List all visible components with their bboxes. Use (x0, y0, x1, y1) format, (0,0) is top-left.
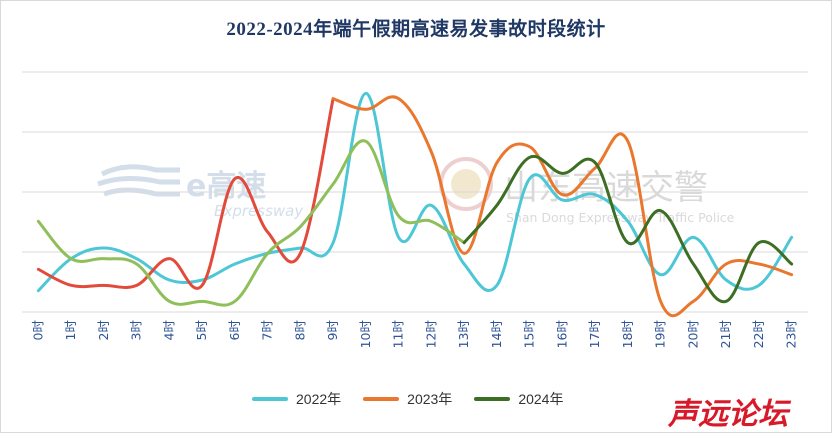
x-tick-label: 6时 (227, 320, 242, 341)
legend: 2022年 2023年 2024年 (252, 388, 585, 410)
x-tick-label: 5时 (194, 320, 209, 341)
x-tick-label: 0时 (30, 320, 45, 341)
x-tick-label: 17时 (587, 320, 602, 349)
series-line-2024-early (36, 139, 466, 307)
legend-item-2023: 2023年 (363, 389, 452, 409)
x-tick-label: 15时 (522, 320, 537, 349)
x-tick-label: 11时 (391, 320, 406, 349)
x-tick-label: 8时 (292, 320, 307, 341)
series-line-2022 (36, 91, 794, 293)
legend-swatch-2022 (252, 397, 288, 401)
x-tick-label: 23时 (784, 320, 799, 349)
x-tick-label: 13时 (456, 320, 471, 349)
series-line-2024-late (462, 154, 794, 303)
legend-swatch-2024 (474, 397, 511, 401)
x-tick-label: 10时 (358, 320, 373, 349)
legend-label-2024: 2024年 (518, 391, 564, 407)
legend-label-2022: 2022年 (296, 391, 342, 407)
x-tick-label: 2时 (96, 320, 111, 341)
x-tick-label: 16时 (554, 320, 569, 349)
series-line-2023-early (36, 97, 335, 290)
x-tick-label: 20时 (685, 320, 700, 349)
x-tick-label: 19时 (653, 320, 668, 349)
legend-swatch-2023 (363, 397, 400, 401)
forum-logo: 声远论坛 (628, 391, 828, 432)
x-tick-label: 9时 (325, 320, 340, 341)
legend-item-2022: 2022年 (252, 389, 341, 409)
forum-logo-text: 声远论坛 (668, 397, 788, 432)
x-tick-label: 14时 (489, 320, 504, 349)
chart-title: 2022-2024年端午假期高速易发事故时段统计 (226, 19, 606, 40)
x-tick-label: 4时 (161, 320, 176, 341)
series-line-2023-late (331, 95, 794, 318)
x-tick-label: 21时 (718, 320, 733, 349)
legend-item-2024: 2024年 (474, 389, 563, 409)
x-tick-label: 12时 (423, 320, 438, 349)
x-tick-label: 7时 (260, 320, 275, 341)
x-tick-label: 18时 (620, 320, 635, 349)
x-tick-label: 3时 (129, 320, 144, 341)
x-tick-label: 1时 (63, 320, 78, 341)
x-tick-label: 22时 (751, 320, 766, 349)
legend-label-2023: 2023年 (407, 391, 453, 407)
